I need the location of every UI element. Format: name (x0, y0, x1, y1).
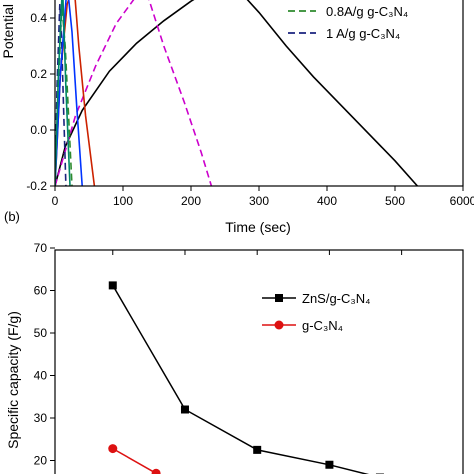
panel-b-series (108, 281, 384, 474)
panel-a: 0 100 200 300 400 500 6000 -0.2 0.0 0.2 0.4 Time … (0, 0, 474, 235)
panel-b-x-axis (112, 250, 403, 255)
panel-a-y-tick-label: 0.0 (30, 123, 47, 137)
panel-a-x-tick-label: 200 (181, 194, 201, 208)
panel-b-y-tick-label: 40 (34, 369, 48, 383)
panel-a-legend: 0.8A/g g-C₃N₄ 1 A/g g-C₃N₄ (288, 4, 408, 41)
panel-b-frame (54, 249, 464, 474)
panel-a-x-tick-label: 500 (385, 194, 405, 208)
panel-b-y-tick-label: 20 (34, 454, 48, 468)
panel-b-point (151, 468, 161, 474)
panel-a-x-tick-label: 100 (113, 194, 133, 208)
panel-a-x-tick-label: 400 (317, 194, 337, 208)
panel-b-series-line-0 (112, 285, 370, 474)
panel-b-y-axis: 20 30 40 50 60 70 (34, 241, 55, 468)
panel-a-y-tick-label: -0.2 (26, 179, 47, 193)
panel-a-y-tick-label: 0.2 (30, 67, 47, 81)
panel-b-legend-label: ZnS/g-C₃N₄ (302, 291, 370, 306)
panel-a-frame (54, 0, 464, 187)
panel-a-y-axis-label: Potential (V) (0, 0, 16, 59)
panel-b-y-tick-label: 30 (34, 411, 48, 425)
panel-a-x-tick-label: 300 (249, 194, 269, 208)
panel-b-y-tick-label: 70 (34, 241, 48, 255)
panel-a-y-tick-label: 0.4 (30, 11, 47, 25)
panel-b-legend-marker (274, 320, 284, 330)
panel-a-series (55, 0, 418, 186)
panel-a-y-axis: -0.2 0.0 0.2 0.4 (26, 11, 55, 193)
panel-a-legend-label: 0.8A/g g-C₃N₄ (326, 4, 408, 19)
panel-b-point (253, 445, 262, 454)
panel-b-point (180, 405, 189, 414)
panel-b-y-tick-label: 50 (34, 326, 48, 340)
panel-a-series-line-6 (55, 0, 71, 186)
panel-b-series-line-1 (112, 447, 157, 474)
panel-a-series-line-5 (55, 0, 83, 186)
panel-a-x-axis-label: Time (sec) (225, 219, 291, 235)
panel-b-point (325, 460, 334, 469)
panel-b-legend-label: g-C₃N₄ (302, 318, 343, 333)
panel-a-legend-label: 1 A/g g-C₃N₄ (326, 26, 400, 41)
panel-b-point (108, 444, 118, 454)
panel-b-point (108, 281, 117, 290)
panel-a-series-line-0 (55, 0, 418, 186)
panel-a-x-axis: 0 100 200 300 400 500 6000 (52, 186, 474, 208)
panel-a-x-tick-label: 0 (52, 194, 59, 208)
panel-b-label: (b) (4, 209, 20, 224)
panel-b-legend: ZnS/g-C₃N₄ g-C₃N₄ (262, 291, 370, 333)
panel-b-legend-marker (275, 294, 283, 302)
panel-b-y-axis-label: Specific capacity (F/g) (5, 311, 21, 449)
panel-b-y-tick-label: 60 (34, 284, 48, 298)
panel-a-x-tick-label: 6000 (450, 194, 474, 208)
panel-a-series-line-1 (55, 0, 213, 186)
panel-b: (b) 20 30 40 50 60 70 Specific capacity (F/g)… (4, 209, 464, 474)
